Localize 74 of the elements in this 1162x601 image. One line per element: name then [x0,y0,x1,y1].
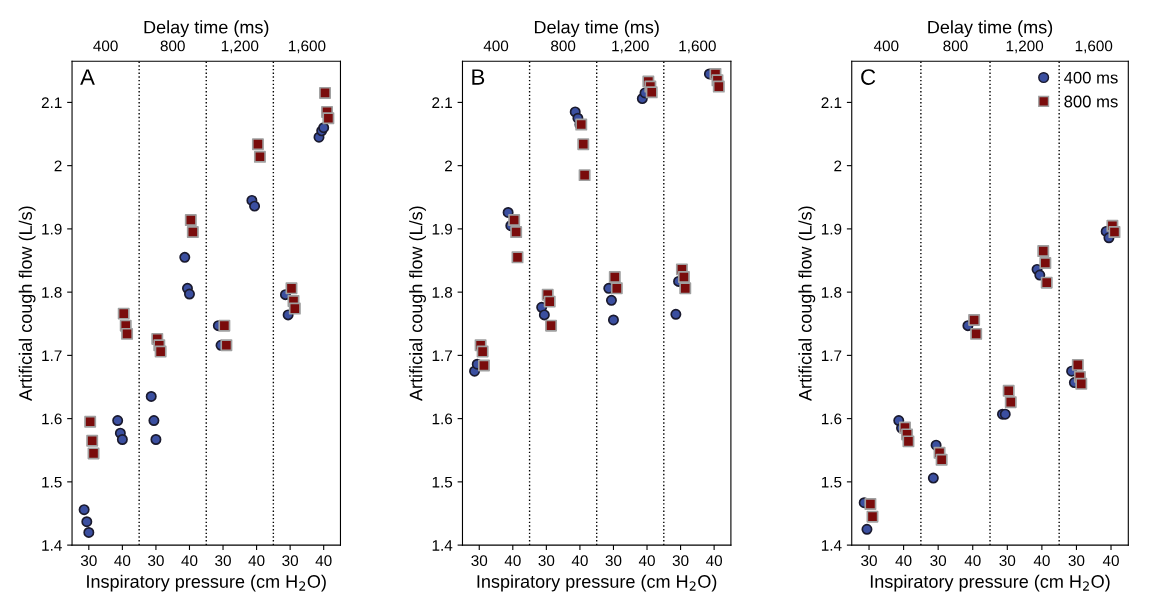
x-tick-label: 40 [181,555,198,567]
x-axis-title: Inspiratory pressure (cm H$_{2}$O) [477,574,717,592]
legend-label: 800 ms [1064,95,1118,108]
x-tick-label: 40 [964,555,981,567]
x-tick-label: 30 [930,555,947,567]
text: 800 [160,40,185,52]
y-tick-label: 1.9 [821,223,842,235]
x-tick-label: 40 [248,555,265,567]
x-tick-label: 40 [1033,555,1050,567]
y-tick-label: 1.9 [42,223,62,235]
y-tick-label: 1.4 [42,540,62,551]
text: 400 [873,40,899,52]
x2-axis-title: Delay time (ms) [928,20,1053,38]
y-tick-label: 1.4 [821,540,842,551]
y-tick-label: 1.7 [821,350,842,361]
annotation: A [80,69,95,85]
y-tick-label: 1.7 [432,350,452,361]
x-tick-label: 30 [148,555,164,567]
x-tick-label: 30 [672,555,689,567]
text: 1,600 [288,40,326,54]
x2-axis-title: Delay time (ms) [534,20,659,38]
x-tick-label: 40 [895,555,912,567]
text: 800 [551,40,576,52]
y-tick-label: 1.6 [432,413,453,425]
x2-axis-title: Delay time (ms) [144,20,269,38]
x-axis-title: Inspiratory pressure (cm H$_{2}$O) [87,574,326,592]
x-tick-label: 40 [1102,555,1119,567]
y-tick-label: 1.8 [821,287,842,298]
y-tick-label: 1.9 [432,223,453,235]
annotation: C [861,69,876,85]
text: 1,200 [221,40,259,54]
y-tick-label: 2.1 [432,97,453,108]
x-tick-label: 30 [282,555,299,567]
x-tick-label: 30 [861,555,877,567]
x-tick-label: 30 [605,555,622,567]
y-tick-label: 1.7 [42,350,62,361]
x-tick-label: 30 [538,555,555,567]
y-tick-label: 2 [54,160,62,172]
y-tick-label: 1.5 [821,476,842,488]
x-axis-title: Inspiratory pressure (cm H$_{2}$O) [870,574,1110,592]
y-tick-label: 2.1 [821,97,842,108]
x-tick-label: 30 [999,555,1016,567]
y-tick-label: 1.6 [821,413,842,425]
legend-label: 400 ms [1064,71,1118,84]
text: 1,200 [1006,40,1044,54]
text: 400 [483,40,509,52]
x-tick-label: 30 [80,555,97,567]
x-tick-label: 40 [315,555,332,567]
x-tick-label: 30 [471,555,488,567]
x-tick-label: 30 [215,555,231,567]
y-axis-title: Artificial cough flow (L/s) [18,206,36,401]
y-tick-label: 1.5 [42,476,62,488]
y-tick-label: 1.8 [432,287,453,298]
x-tick-label: 40 [571,555,588,567]
y-axis-title: Artificial cough flow (L/s) [409,206,426,401]
text: 1,200 [612,40,649,54]
x-tick-label: 40 [114,555,131,567]
y-tick-label: 2.1 [41,97,62,108]
y-tick-label: 1.8 [42,287,62,298]
y-tick-label: 1.6 [42,413,62,425]
text: 1,600 [679,40,716,54]
x-tick-label: 40 [638,555,655,567]
x-tick-label: 40 [504,555,521,567]
y-tick-label: 1.4 [432,540,453,551]
text: 1,600 [1075,40,1113,54]
y-tick-label: 2 [445,160,452,172]
text: 400 [93,40,118,52]
y-tick-label: 2 [834,160,842,172]
x-tick-label: 30 [1068,555,1085,567]
text: 800 [943,40,968,52]
y-tick-label: 1.5 [432,476,453,488]
x-tick-label: 40 [705,555,723,567]
annotation: B [472,69,485,85]
y-axis-title: Artificial cough flow (L/s) [798,206,816,401]
